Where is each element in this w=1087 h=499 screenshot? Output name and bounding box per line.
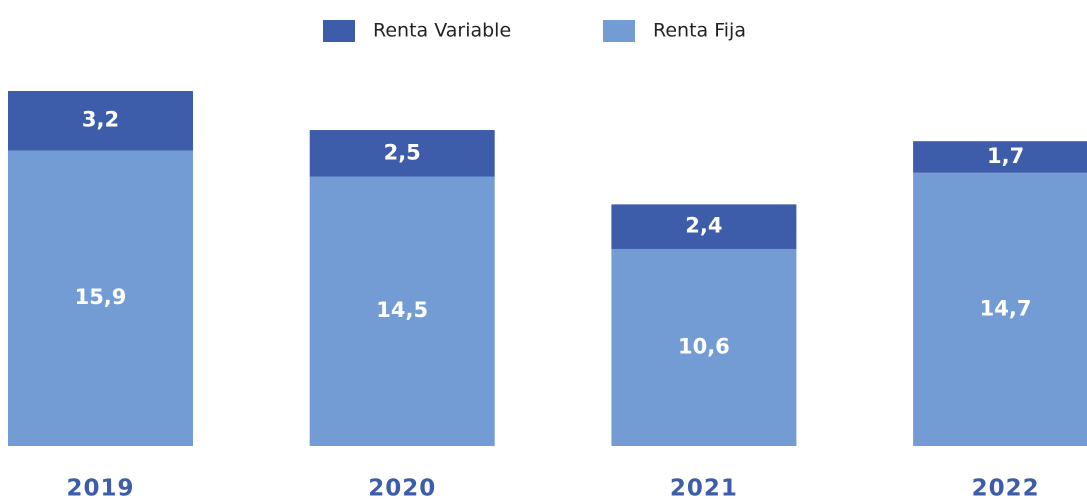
data-label: 1,7: [987, 144, 1024, 168]
legend-label: Renta Fija: [653, 20, 746, 42]
data-label: 2,5: [384, 140, 421, 164]
data-label: 10,6: [678, 334, 730, 358]
data-label: 14,7: [980, 296, 1032, 320]
bar-segment: [913, 172, 1087, 447]
legend-swatch: [603, 20, 635, 42]
bar-segment: [611, 248, 797, 446]
bar-segment: [8, 150, 193, 446]
data-label: 14,5: [376, 298, 428, 322]
x-tick-label: 2019: [66, 476, 134, 499]
x-tick-label: 2021: [670, 476, 738, 499]
bar-segment: [913, 141, 1087, 173]
data-label: 15,9: [75, 285, 127, 309]
bar-segment: [309, 176, 495, 446]
legend-swatch: [323, 20, 355, 42]
legend-label: Renta Variable: [373, 20, 511, 42]
bar-segment: [309, 130, 495, 177]
x-tick-label: 2022: [972, 476, 1040, 499]
bar-segment: [611, 204, 797, 249]
data-label: 2,4: [685, 214, 722, 238]
bar-segment: [8, 91, 193, 151]
data-label: 3,2: [82, 108, 119, 132]
x-tick-label: 2020: [368, 476, 436, 499]
